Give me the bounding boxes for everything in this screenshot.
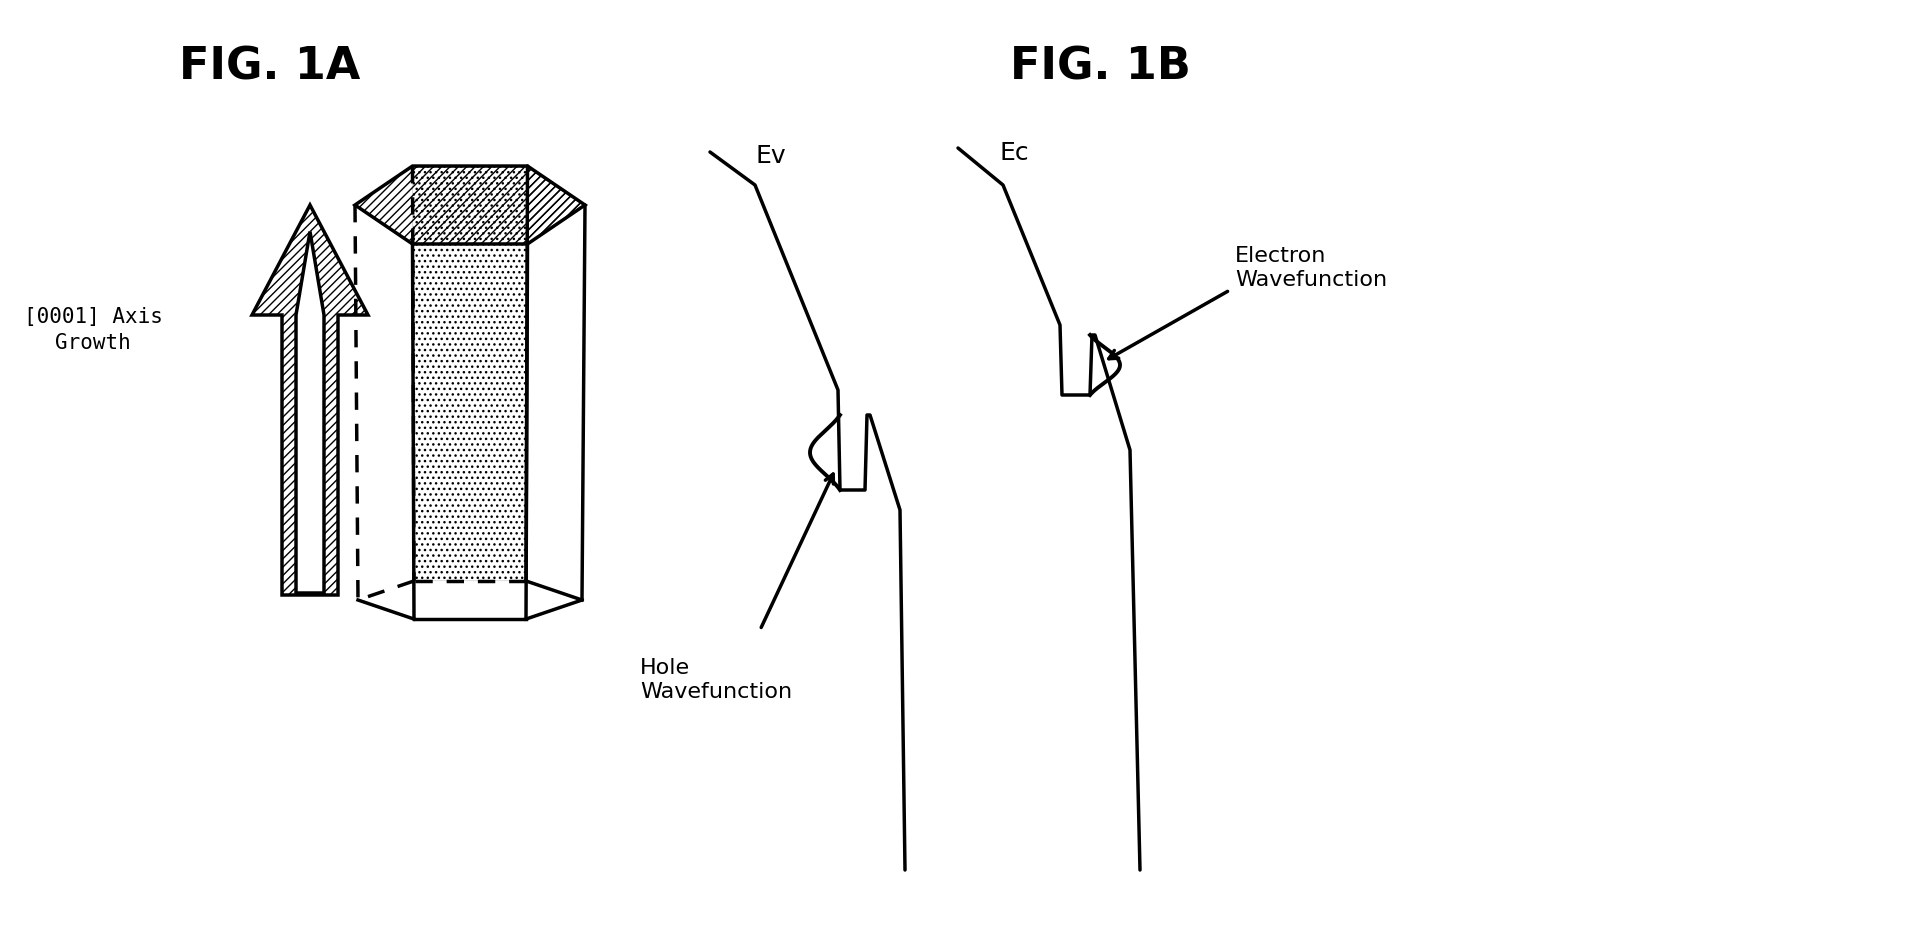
Polygon shape [526,205,585,619]
Text: Hole
Wavefunction: Hole Wavefunction [641,657,791,703]
Text: FIG. 1B: FIG. 1B [1009,45,1190,88]
Text: Ec: Ec [999,141,1030,165]
Text: Ev: Ev [755,144,786,168]
Polygon shape [296,232,324,593]
Text: FIG. 1A: FIG. 1A [179,45,360,88]
Text: [0001] Axis
Growth: [0001] Axis Growth [23,307,162,353]
Text: Electron
Wavefunction: Electron Wavefunction [1236,245,1386,291]
